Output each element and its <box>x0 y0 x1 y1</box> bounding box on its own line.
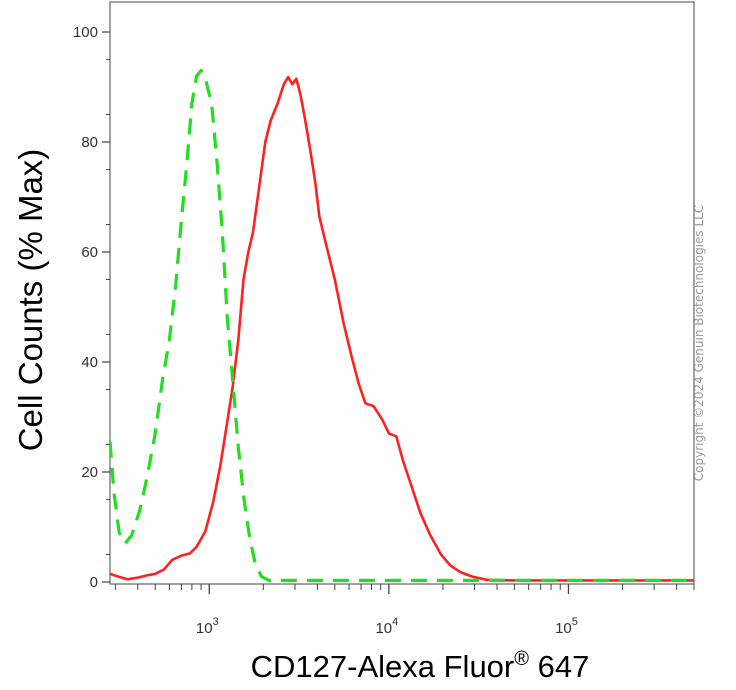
y-tick-label: 40 <box>81 354 98 371</box>
x-tick-label-base: 10 <box>375 620 392 637</box>
y-tick-label: 100 <box>73 24 98 41</box>
x-tick-label: 103 <box>196 616 219 637</box>
y-tick-label: 20 <box>81 464 98 481</box>
x-tick-label: 105 <box>555 616 578 637</box>
x-tick-label-exponent: 3 <box>213 616 219 628</box>
x-tick-label-exponent: 5 <box>572 616 578 628</box>
x-axis-title: CD127-Alexa Fluor® 647 <box>251 648 590 684</box>
isotype-control-histogram <box>110 68 694 582</box>
y-tick-label: 0 <box>90 574 98 591</box>
plot-frame <box>109 1 695 585</box>
y-tick-label: 80 <box>81 134 98 151</box>
copyright-watermark: Copyright ©2024 Genuin Biotechnologies L… <box>692 205 706 481</box>
y-axis-title: Cell Counts (% Max) <box>12 149 49 452</box>
x-tick-label: 104 <box>375 616 398 637</box>
x-axis-title-registered-mark: ® <box>514 648 529 670</box>
y-tick-label: 60 <box>81 244 98 261</box>
x-axis-title-main: CD127-Alexa Fluor <box>251 649 515 684</box>
x-tick-label-base: 10 <box>555 620 572 637</box>
series-layer <box>110 68 694 582</box>
x-tick-label-exponent: 4 <box>392 616 398 628</box>
y-axis: 0 20 40 60 80 100 <box>73 24 110 591</box>
x-tick-label-base: 10 <box>196 620 213 637</box>
cd127-stained-histogram <box>110 75 694 582</box>
x-axis-title-tail: 647 <box>529 649 589 684</box>
x-axis: 103 104 105 <box>114 584 695 637</box>
